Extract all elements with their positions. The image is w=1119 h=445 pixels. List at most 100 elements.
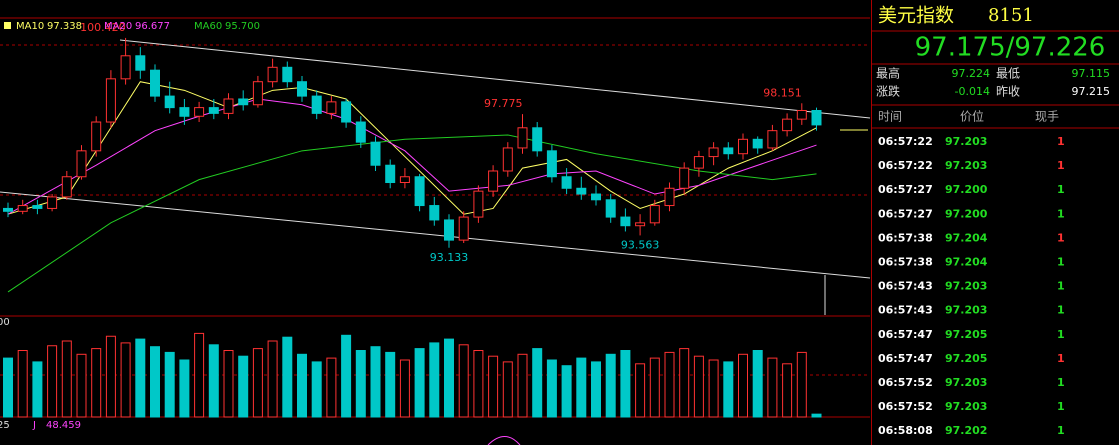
volume-bar bbox=[385, 351, 396, 418]
volume-bar bbox=[223, 350, 234, 418]
volume-bar bbox=[649, 357, 660, 418]
price-annotation: 98.151 bbox=[763, 86, 802, 99]
volume-bar bbox=[355, 350, 366, 418]
price-annotation: 93.133 bbox=[430, 251, 469, 264]
legend-marker bbox=[4, 22, 11, 29]
candle-body bbox=[502, 147, 513, 172]
volume-bar bbox=[752, 350, 763, 418]
trade-time: 06:57:27 bbox=[878, 183, 933, 196]
volume-bar bbox=[135, 338, 146, 418]
trade-time: 06:57:43 bbox=[878, 280, 933, 293]
trade-qty: 1 bbox=[1057, 183, 1065, 196]
candle-body bbox=[135, 55, 146, 71]
volume-bar bbox=[811, 413, 822, 418]
candle-body bbox=[326, 101, 337, 114]
candle-body bbox=[782, 118, 793, 132]
trade-qty: 1 bbox=[1057, 256, 1065, 269]
panel-price: 97.175/97.226 bbox=[915, 33, 1106, 63]
column-header: 现手 bbox=[1035, 110, 1059, 124]
candle-body bbox=[223, 98, 234, 114]
trade-time: 06:57:47 bbox=[878, 352, 933, 365]
candle-body bbox=[414, 176, 425, 207]
volume-bar bbox=[32, 361, 43, 418]
volume-bar bbox=[591, 361, 601, 418]
volume-bar bbox=[546, 359, 557, 418]
candle-body bbox=[429, 205, 440, 221]
candle-body bbox=[76, 150, 87, 178]
candle-body bbox=[267, 66, 278, 83]
price-annotation: 93.563 bbox=[621, 238, 660, 251]
trade-price: 97.203 bbox=[945, 135, 987, 148]
volume-bar bbox=[252, 348, 263, 418]
trade-price: 97.202 bbox=[945, 424, 987, 437]
volume-bar bbox=[76, 353, 87, 418]
volume-bar bbox=[796, 351, 807, 418]
trade-time: 06:57:22 bbox=[878, 135, 933, 148]
candle-body bbox=[591, 193, 601, 201]
candle-body bbox=[164, 95, 175, 109]
candle-body bbox=[488, 170, 499, 192]
panel-code: 8151 bbox=[988, 5, 1034, 26]
volume-bar bbox=[708, 359, 719, 418]
column-header: 价位 bbox=[960, 109, 984, 124]
volume-bar bbox=[399, 359, 410, 418]
bottom-label: 25 bbox=[0, 420, 10, 431]
candle-body bbox=[738, 138, 748, 155]
stat-value: 97.115 bbox=[1072, 67, 1111, 80]
stat-value: 97.224 bbox=[952, 67, 991, 80]
candle-body bbox=[811, 110, 822, 126]
volume-bar bbox=[164, 351, 175, 418]
trade-price: 97.204 bbox=[945, 231, 988, 244]
candle-body bbox=[561, 176, 572, 189]
trade-time: 06:57:22 bbox=[878, 159, 933, 172]
candle-body bbox=[458, 216, 469, 241]
candle-body bbox=[194, 107, 205, 117]
candle-body bbox=[32, 205, 43, 209]
volume-bar bbox=[267, 340, 278, 418]
trade-price: 97.200 bbox=[945, 183, 988, 196]
candle-body bbox=[546, 150, 557, 178]
candle-body bbox=[399, 176, 410, 184]
trade-price: 97.203 bbox=[945, 304, 987, 317]
trade-price: 97.205 bbox=[945, 352, 987, 365]
ma-legend-name: MA20 bbox=[104, 21, 132, 32]
volume-bar bbox=[105, 335, 116, 418]
candle-body bbox=[385, 164, 396, 184]
stat-value: -0.014 bbox=[955, 85, 990, 98]
ma-line bbox=[7, 134, 817, 293]
volume-bar bbox=[17, 350, 28, 418]
candle-body bbox=[17, 205, 28, 212]
stat-label: 涨跌 bbox=[876, 84, 900, 99]
trade-time: 06:58:08 bbox=[878, 424, 933, 437]
candle-body bbox=[179, 107, 190, 117]
volume-bar bbox=[61, 340, 72, 418]
trade-price: 97.205 bbox=[945, 328, 987, 341]
candle-body bbox=[311, 95, 322, 114]
ma-legend-value: 95.700 bbox=[225, 21, 260, 32]
ma-line bbox=[7, 98, 817, 215]
candle-body bbox=[649, 205, 660, 224]
stat-label: 最低 bbox=[996, 67, 1020, 81]
trade-qty: 1 bbox=[1057, 376, 1065, 389]
candle-body bbox=[252, 81, 263, 106]
volume-bar bbox=[370, 346, 381, 418]
trade-qty: 1 bbox=[1057, 207, 1065, 220]
volume-bar bbox=[458, 344, 469, 418]
trade-time: 06:57:43 bbox=[878, 304, 933, 317]
trend-line bbox=[119, 39, 871, 119]
volume-bar bbox=[767, 357, 778, 418]
ma-legend-value: 96.677 bbox=[135, 21, 170, 32]
volume-bar bbox=[150, 346, 160, 418]
candle-body bbox=[796, 110, 807, 120]
volume-label: 00 bbox=[0, 317, 10, 328]
volume-bar bbox=[561, 365, 572, 418]
candle-body bbox=[370, 141, 381, 166]
trade-qty: 1 bbox=[1057, 231, 1065, 244]
candle-body bbox=[47, 196, 58, 209]
volume-bar bbox=[311, 361, 322, 418]
candle-body bbox=[105, 78, 116, 123]
candle-body bbox=[341, 101, 352, 123]
candle-body bbox=[238, 98, 249, 106]
candle-body bbox=[664, 187, 675, 207]
